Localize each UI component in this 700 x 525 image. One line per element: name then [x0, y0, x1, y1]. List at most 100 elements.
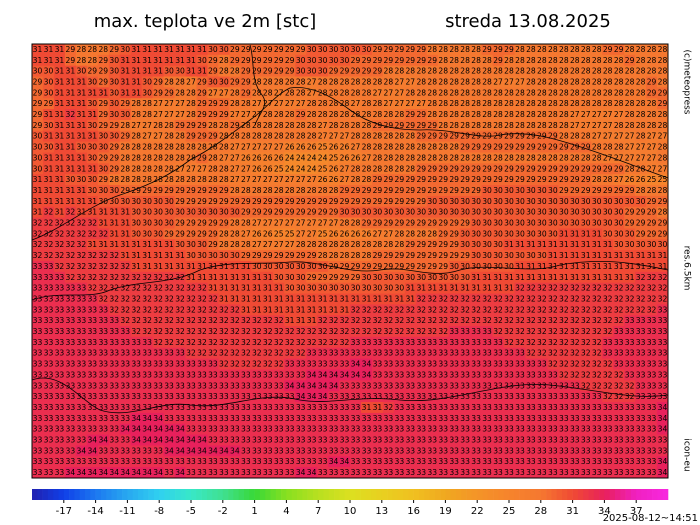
colorbar-segment: [344, 489, 351, 500]
value-label: 33: [471, 403, 481, 412]
value-label: 32: [471, 305, 481, 314]
value-label: 32: [142, 294, 152, 303]
value-cell: [426, 109, 439, 121]
value-cell: [492, 271, 504, 284]
value-label: 29: [384, 56, 394, 65]
value-label: 28: [186, 175, 196, 184]
value-label: 33: [66, 316, 76, 325]
value-cell: [393, 163, 406, 175]
value-label: 31: [362, 294, 372, 303]
value-label: 27: [285, 175, 295, 184]
value-cell: [295, 119, 307, 132]
value-label: 27: [318, 121, 328, 130]
colorbar-segment: [524, 489, 531, 500]
value-label: 33: [230, 392, 240, 401]
value-cell: [569, 152, 581, 164]
value-label: 33: [66, 403, 76, 412]
value-cell: [448, 195, 461, 208]
value-label: 33: [186, 457, 196, 466]
value-label: 29: [504, 132, 514, 141]
value-label: 33: [405, 468, 415, 477]
value-label: 30: [219, 45, 229, 54]
value-cell: [163, 130, 175, 143]
value-label: 31: [131, 56, 141, 65]
value-label: 32: [274, 338, 284, 347]
value-cell: [152, 347, 164, 360]
value-cell: [624, 347, 636, 360]
value-label: 27: [307, 175, 317, 184]
value-cell: [580, 98, 592, 110]
value-label: 33: [493, 468, 503, 477]
value-cell: [75, 174, 88, 186]
value-label: 34: [219, 446, 229, 455]
value-cell: [174, 109, 186, 121]
value-label: 33: [614, 425, 624, 434]
value-label: 33: [98, 327, 108, 336]
value-label: 28: [340, 251, 350, 260]
value-cell: [306, 304, 318, 316]
value-label: 32: [427, 316, 437, 325]
value-label: 27: [263, 143, 273, 152]
value-cell: [437, 391, 450, 403]
value-cell: [130, 326, 143, 338]
value-cell: [646, 391, 658, 403]
value-cell: [42, 336, 55, 349]
value-cell: [393, 130, 406, 143]
value-label: 28: [460, 77, 470, 86]
value-cell: [569, 369, 581, 381]
value-cell: [602, 174, 614, 186]
value-label: 29: [252, 56, 262, 65]
value-label: 29: [427, 240, 437, 249]
value-label: 28: [296, 132, 306, 141]
value-label: 29: [164, 88, 174, 97]
value-cell: [240, 185, 252, 197]
value-cell: [426, 185, 439, 197]
value-label: 32: [384, 305, 394, 314]
value-cell: [492, 130, 504, 143]
value-cell: [415, 65, 428, 77]
value-label: 33: [548, 468, 558, 477]
value-label: 33: [405, 425, 415, 434]
value-label: 32: [373, 316, 383, 325]
value-cell: [360, 369, 373, 381]
value-label: 29: [625, 186, 635, 195]
value-cell: [558, 87, 570, 99]
value-cell: [470, 87, 482, 99]
value-label: 31: [449, 284, 459, 293]
value-cell: [448, 326, 461, 338]
value-cell: [448, 206, 461, 218]
value-cell: [635, 315, 647, 327]
value-cell: [86, 185, 99, 197]
colorbar-segment: [487, 489, 494, 500]
value-label: 33: [658, 381, 668, 390]
value-label: 32: [98, 229, 108, 238]
value-label: 32: [274, 360, 284, 369]
value-label: 33: [98, 381, 108, 390]
value-cell: [108, 293, 121, 305]
value-cell: [602, 250, 614, 262]
value-label: 31: [164, 251, 174, 260]
value-cell: [141, 250, 154, 262]
value-label: 33: [460, 381, 470, 390]
value-cell: [492, 336, 504, 349]
value-label: 32: [219, 305, 229, 314]
value-label: 32: [274, 316, 284, 325]
value-cell: [481, 239, 493, 251]
value-cell: [415, 315, 428, 327]
value-cell: [185, 195, 197, 208]
value-cell: [119, 239, 132, 251]
value-label: 33: [395, 349, 405, 358]
value-label: 32: [175, 305, 185, 314]
value-cell: [97, 174, 110, 186]
value-cell: [481, 141, 493, 153]
value-cell: [53, 369, 66, 381]
value-cell: [317, 326, 329, 338]
value-label: 32: [77, 229, 87, 238]
value-cell: [273, 336, 285, 349]
value-cell: [218, 65, 230, 77]
value-label: 33: [647, 425, 657, 434]
value-label: 29: [164, 229, 174, 238]
value-label: 30: [449, 273, 459, 282]
value-label: 33: [208, 414, 218, 423]
value-cell: [569, 228, 581, 240]
